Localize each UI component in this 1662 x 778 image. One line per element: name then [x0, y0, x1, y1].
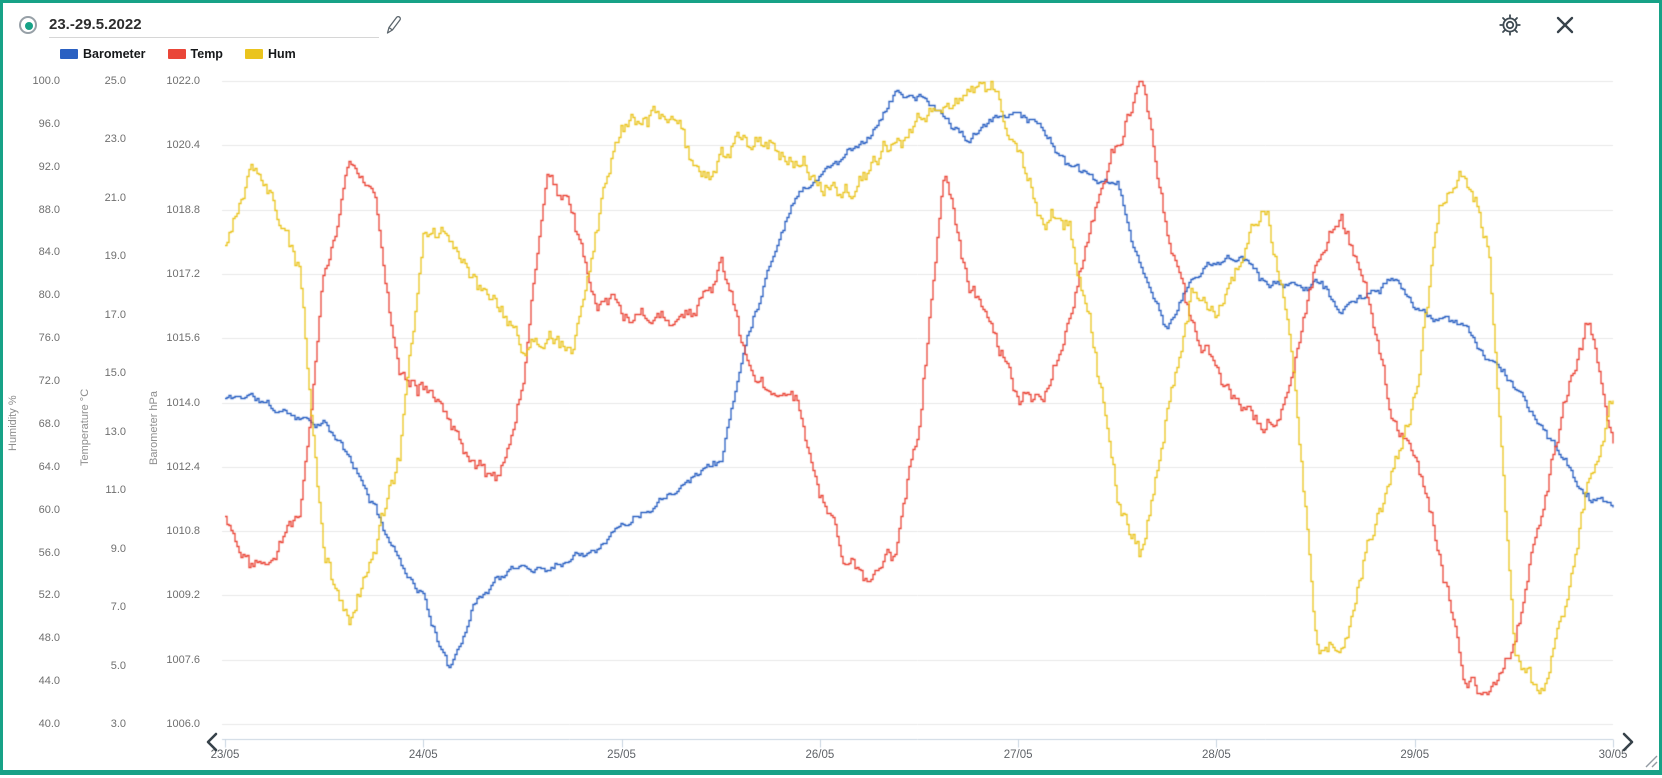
chart-canvas [3, 3, 1662, 778]
resize-handle[interactable] [1643, 753, 1661, 771]
chevron-left-icon [206, 732, 218, 752]
humidity-axis-title: Humidity % [7, 395, 19, 451]
prev-period-button[interactable] [203, 731, 221, 753]
resize-grip-icon [1645, 755, 1658, 768]
next-period-button[interactable] [1619, 731, 1637, 753]
barometer-axis-title: Barometer hPa [148, 391, 160, 465]
temperature-axis-title: Temperature °C [79, 388, 91, 466]
chevron-right-icon [1622, 732, 1634, 752]
